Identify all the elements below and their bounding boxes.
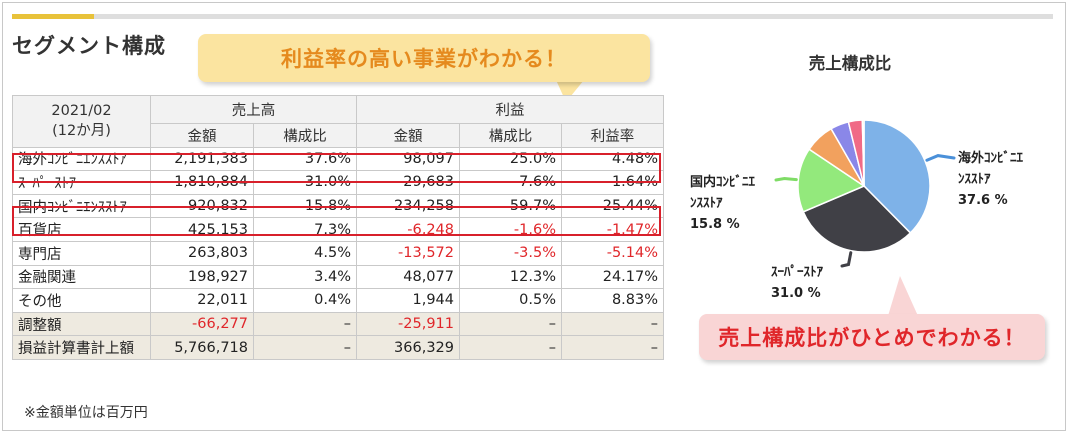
sales-amount: 263,803 [150, 240, 254, 266]
pie-label-super-value: 31.0 % [771, 286, 821, 301]
profit-amount: 48,077 [356, 264, 460, 290]
sales-amount: 22,011 [150, 288, 254, 313]
profit-margin: -5.14% [560, 240, 665, 266]
pie-leader-line [925, 154, 956, 162]
profit-amount: 366,329 [356, 335, 460, 360]
chart-title: 売上構成比 [808, 54, 892, 73]
sub-header-sales-ratio: 構成比 [253, 123, 357, 148]
pie-slice [802, 185, 912, 253]
profit-amount: 1,944 [356, 288, 460, 313]
sales-ratio: – [253, 311, 357, 337]
pie-slice [861, 119, 865, 187]
profit-ratio: 0.5% [459, 288, 562, 313]
profit-amount: -25,911 [356, 311, 460, 337]
callout-top: 利益率の高い事業がわかる！ [198, 34, 650, 82]
profit-ratio: 12.3% [459, 264, 562, 290]
corner-header: 2021/02 (12か月) [12, 95, 151, 148]
table-row: 海外ｺﾝﾋﾞﾆｴﾝｽｽﾄｱ 2,191,383 37.6% 98,097 25.… [12, 146, 665, 172]
pie-label-overseas-line2: ﾝｽｽﾄｱ [958, 172, 991, 187]
sales-ratio: – [253, 335, 357, 360]
segment-name: 海外ｺﾝﾋﾞﾆｴﾝｽｽﾄｱ [12, 146, 151, 172]
profit-ratio: – [459, 311, 562, 337]
pie-slice [863, 119, 931, 235]
profit-margin: – [560, 311, 665, 337]
segment-name: 金融関連 [12, 264, 151, 290]
sales-amount: -66,277 [150, 311, 254, 337]
table-row: 金融関連 198,927 3.4% 48,077 12.3% 24.17% [12, 264, 665, 290]
segment-name: 損益計算書計上額 [12, 335, 151, 360]
sales-amount: 425,153 [150, 217, 254, 242]
corner-months: (12か月) [52, 123, 111, 140]
pie-label-domestic-line1: 国内ｺﾝﾋﾞﾆｴ [690, 175, 756, 190]
sub-header-profit-amount: 金額 [356, 123, 460, 148]
header-rule-accent [12, 14, 94, 19]
profit-ratio: -3.5% [459, 240, 562, 266]
segment-name: 専門店 [12, 240, 151, 266]
section-title: セグメント構成 [12, 34, 166, 58]
table-row: 専門店 263,803 4.5% -13,572 -3.5% -5.14% [12, 240, 665, 266]
group-header-profit: 利益 [355, 95, 665, 124]
header-rule [12, 14, 1053, 19]
sales-ratio: 7.3% [253, 217, 357, 242]
segment-name: 調整額 [12, 311, 151, 337]
pie-slice [797, 148, 866, 213]
pie-label-overseas: 海外ｺﾝﾋﾞﾆｴ ﾝｽｽﾄｱ 37.6 % [958, 148, 1023, 211]
pie-leader-line [840, 251, 853, 268]
profit-margin: 24.17% [560, 264, 665, 290]
unit-note: ※金額単位は百万円 [24, 405, 148, 421]
profit-amount: -6,248 [356, 217, 460, 242]
pie-label-domestic-value: 15.8 % [690, 217, 740, 232]
sales-ratio: 3.4% [253, 264, 357, 290]
table-row-total: 損益計算書計上額 5,766,718 – 366,329 – – [12, 335, 665, 360]
sales-ratio: 4.5% [253, 240, 357, 266]
sales-ratio: 0.4% [253, 288, 357, 313]
group-header-sales: 売上高 [150, 95, 357, 124]
callout-bottom: 売上構成比がひとめでわかる！ [699, 314, 1045, 360]
corner-period: 2021/02 [51, 103, 112, 120]
sales-amount: 198,927 [150, 264, 254, 290]
pie-label-overseas-value: 37.6 % [958, 193, 1008, 208]
segment-name: 百貨店 [12, 217, 151, 242]
pie-label-super-line1: ｽｰﾊﾟｰｽﾄｱ [771, 265, 823, 280]
sub-header-sales-amount: 金額 [150, 123, 254, 148]
pie-leader-line [774, 176, 798, 182]
table-row: 百貨店 425,153 7.3% -6,248 -1.6% -1.47% [12, 217, 665, 242]
callout-bottom-tail [888, 276, 918, 316]
profit-margin: -1.47% [560, 217, 665, 242]
sub-header-profit-ratio: 構成比 [459, 123, 562, 148]
pie-label-domestic-line2: ﾝｽｽﾄｱ [690, 196, 723, 211]
profit-margin: – [560, 335, 665, 360]
table-row: その他 22,011 0.4% 1,944 0.5% 8.83% [12, 288, 665, 313]
profit-ratio: -1.6% [459, 217, 562, 242]
table-row-adjustment: 調整額 -66,277 – -25,911 – – [12, 311, 665, 337]
pie-label-overseas-line1: 海外ｺﾝﾋﾞﾆｴ [958, 151, 1024, 166]
pie-label-domestic: 国内ｺﾝﾋﾞﾆｴ ﾝｽｽﾄｱ 15.8 % [690, 172, 755, 235]
profit-margin: 8.83% [560, 288, 665, 313]
pie-label-super: ｽｰﾊﾟｰｽﾄｱ 31.0 % [771, 262, 823, 304]
sales-ratio: 37.6% [253, 146, 357, 172]
profit-ratio: – [459, 335, 562, 360]
